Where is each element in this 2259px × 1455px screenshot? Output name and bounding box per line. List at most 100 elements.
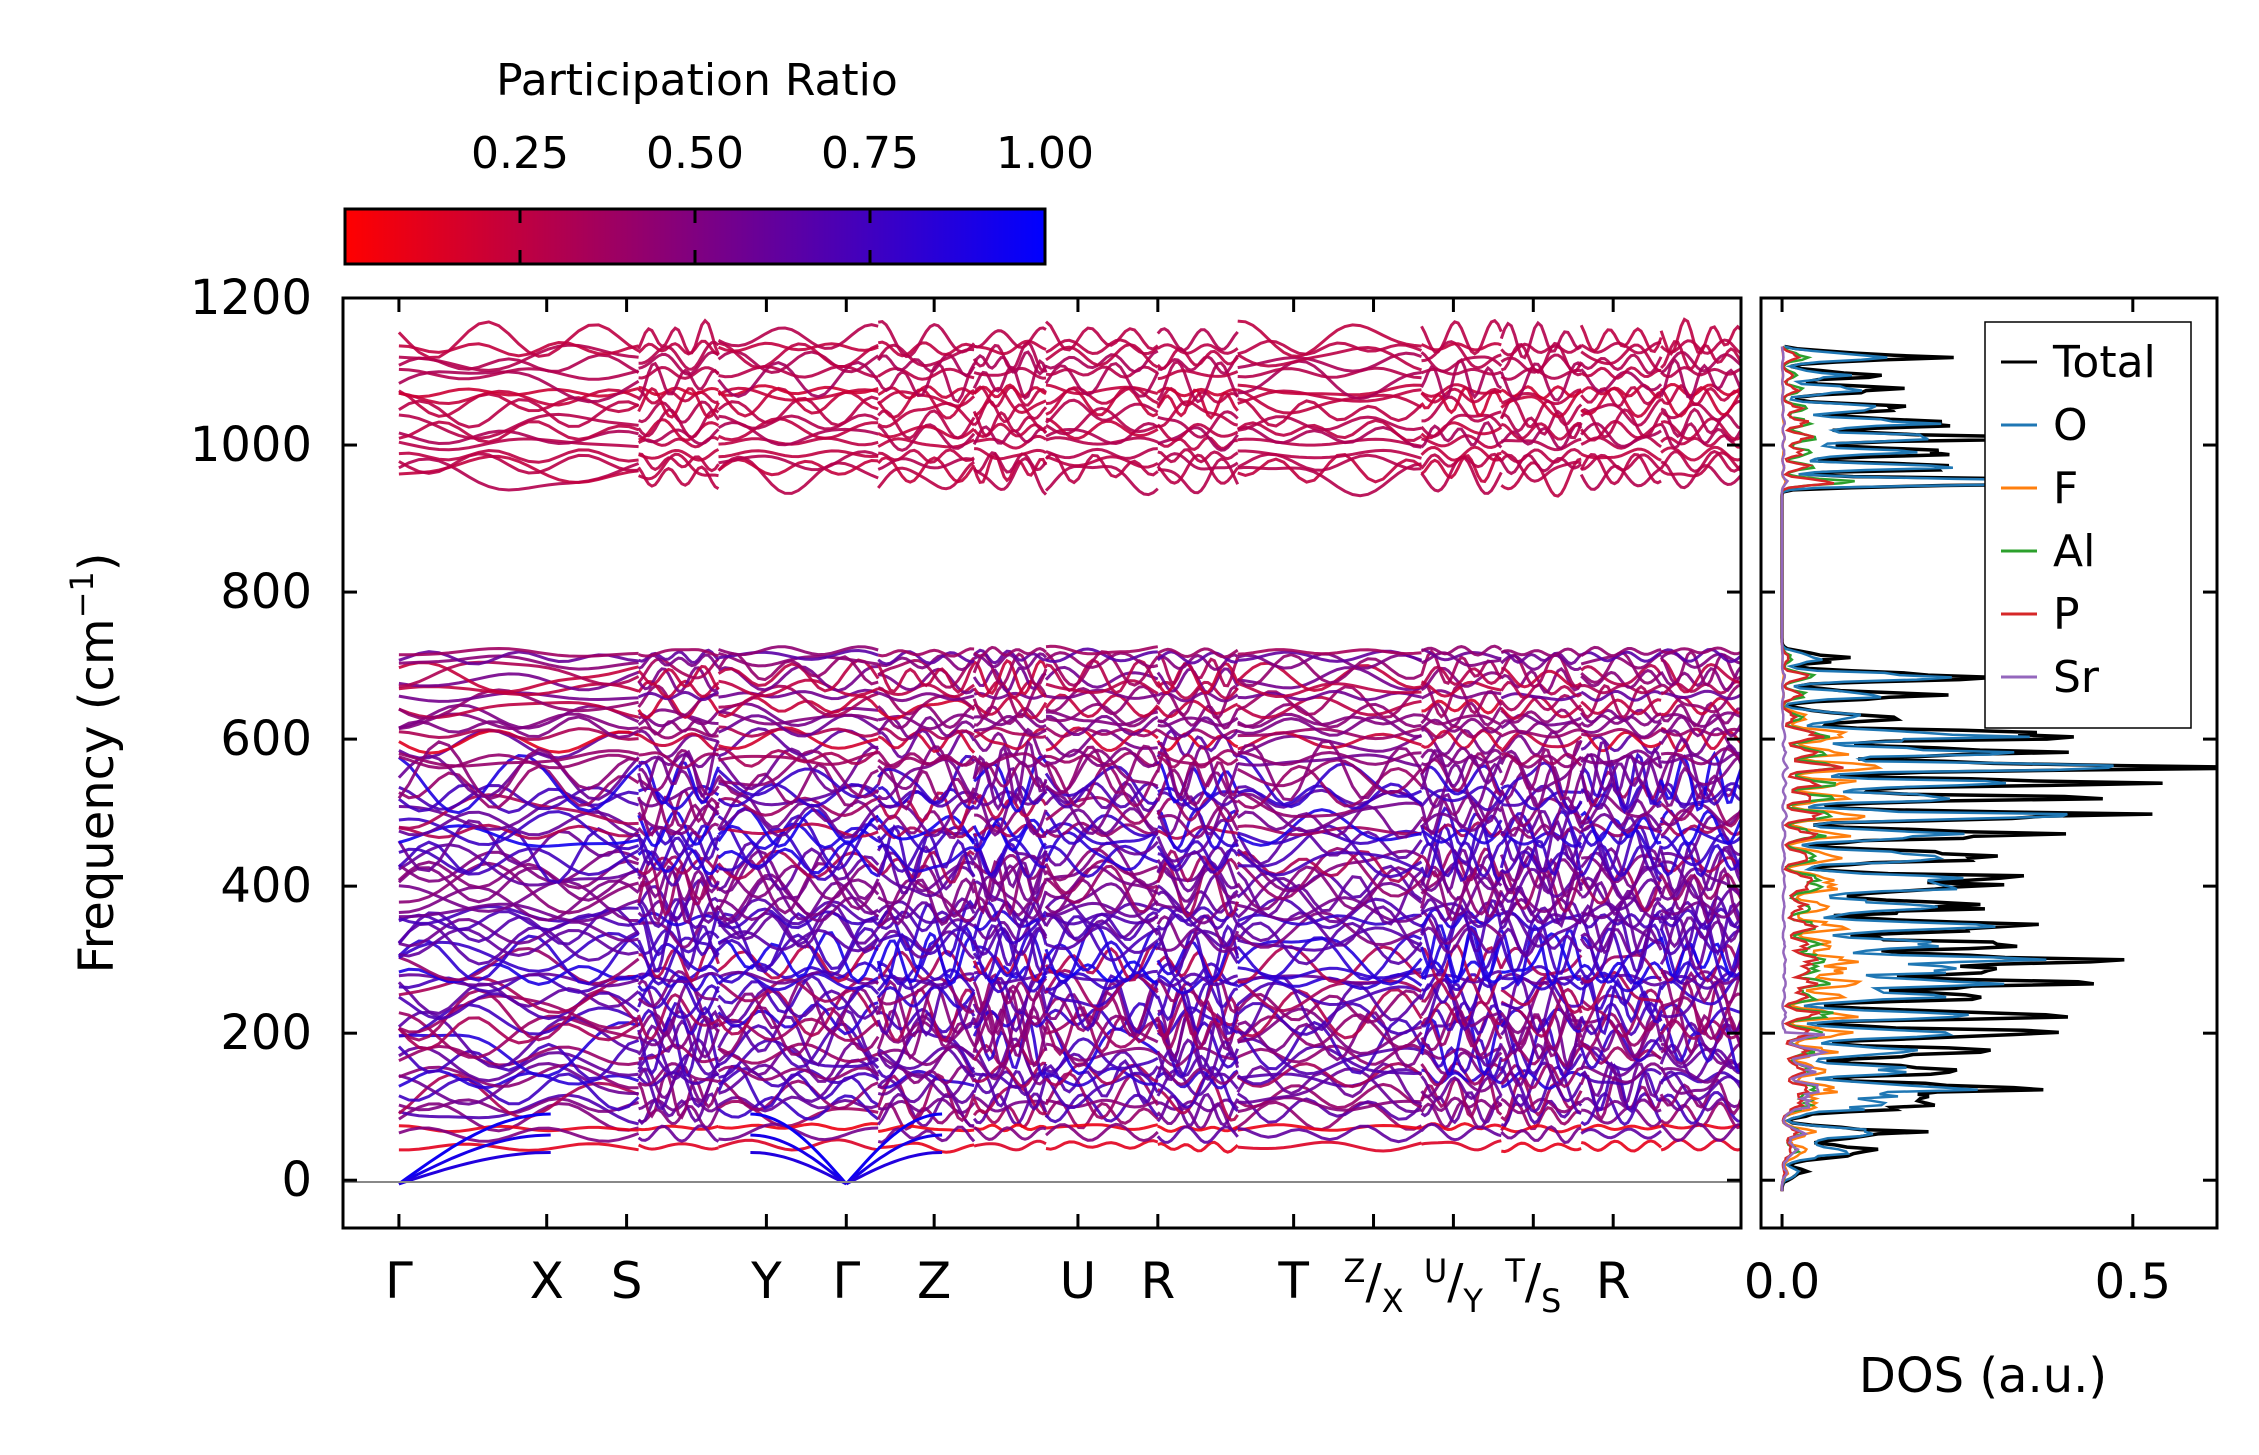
phonon-band (637, 984, 720, 1019)
k-point-label: U/Y (1424, 1252, 1484, 1320)
phonon-band (398, 661, 639, 694)
phonon-band (1500, 367, 1582, 381)
phonon-band (1045, 436, 1159, 446)
phonon-band (1044, 765, 1159, 806)
phonon-band (1045, 386, 1159, 406)
phonon-band (1237, 685, 1423, 719)
phonon-band (1237, 758, 1423, 795)
phonon-band (1580, 645, 1662, 658)
k-point-label: X (530, 1252, 564, 1310)
phonon-band (1045, 841, 1159, 887)
phonon-band (1580, 728, 1662, 753)
phonon-band (1420, 717, 1503, 734)
phonon-band (877, 320, 976, 359)
phonon-band (718, 384, 879, 397)
phonon-band (1580, 1067, 1662, 1086)
phonon-band (637, 465, 720, 490)
phonon-band (1420, 753, 1502, 767)
phonon-band (1500, 653, 1582, 672)
phonon-band (876, 979, 976, 1038)
phonon-band (1580, 1139, 1663, 1153)
phonon-band (1044, 1062, 1159, 1087)
phonon-band (717, 931, 880, 984)
phonon-band (1500, 409, 1583, 440)
phonon-band (398, 783, 640, 811)
phonon-band (1044, 1002, 1160, 1031)
phonon-band (878, 667, 975, 695)
colorbar-tick-labels: 0.25 0.50 0.75 1.00 (471, 128, 1094, 179)
phonon-band (1580, 994, 1663, 1033)
phonon-band (1421, 434, 1503, 450)
phonon-band (398, 452, 639, 475)
k-point-label: U (1060, 1252, 1097, 1310)
phonon-band (972, 739, 1048, 806)
phonon-band (1045, 960, 1158, 984)
phonon-band (398, 927, 639, 958)
phonon-band (1045, 726, 1159, 738)
phonon-band (718, 341, 879, 370)
phonon-band (1581, 1016, 1662, 1059)
phonon-band (637, 1052, 720, 1077)
phonon-band (717, 911, 880, 974)
phonon-band (717, 417, 879, 442)
phonon-band (1500, 923, 1583, 987)
phonon-band (1157, 691, 1239, 703)
phonon-band (637, 428, 720, 446)
phonon-band (638, 896, 720, 930)
phonon-band (877, 757, 976, 801)
phonon-band (1500, 728, 1582, 739)
phonon-band (398, 962, 640, 986)
phonon-band (398, 386, 639, 399)
phonon-band (1580, 749, 1662, 769)
phonon-band (717, 1094, 880, 1121)
phonon-band (398, 794, 639, 838)
phonon-band (1156, 680, 1239, 700)
phonon-band (717, 974, 880, 1014)
phonon-band (637, 865, 720, 902)
phonon-band (1045, 383, 1159, 396)
phonon-band (398, 879, 640, 922)
phonon-band (1421, 785, 1503, 805)
phonon-band (637, 740, 720, 798)
phonon-band (1237, 712, 1422, 730)
phonon-band (1157, 410, 1239, 439)
phonon-band (1580, 1061, 1663, 1108)
phonon-band (1499, 749, 1583, 793)
phonon-band (398, 343, 639, 372)
k-point-label-upper: T (1504, 1252, 1525, 1290)
y-axis-label: Frequency (cm−1) (63, 552, 125, 973)
phonon-band (1420, 806, 1503, 848)
dos-x-axis-label: DOS (a.u.) (1859, 1348, 2107, 1404)
phonon-band (1501, 1141, 1582, 1154)
phonon-band (637, 1010, 720, 1059)
phonon-band (1237, 702, 1422, 729)
phonon-band (1660, 751, 1741, 766)
phonon-band (877, 849, 975, 885)
phonon-band (972, 385, 1047, 409)
k-point-label: T (1277, 1252, 1309, 1310)
phonon-band (638, 752, 720, 769)
phonon-band (1420, 898, 1503, 953)
phonon-band (877, 1125, 976, 1145)
phonon-band (718, 1122, 879, 1132)
phonon-band (1659, 912, 1741, 949)
phonon-band (637, 664, 720, 691)
y-tick-label: 400 (220, 858, 312, 914)
phonon-band (1499, 913, 1583, 975)
phonon-band (1500, 666, 1582, 689)
band-plot-frame (341, 296, 1743, 1230)
phonon-band (1156, 972, 1239, 988)
phonon-band (1237, 648, 1422, 656)
phonon-band (638, 448, 720, 462)
phonon-band (637, 826, 720, 867)
phonon-band (1420, 821, 1503, 883)
colorbar-tick-label: 0.50 (646, 128, 744, 179)
phonon-band (1580, 366, 1662, 380)
high-symmetry-ticks: Γ X S Y Γ Z U R T Z/XU/YT/S R (385, 298, 1631, 1320)
phonon-band (1156, 327, 1239, 352)
phonon-band (398, 412, 639, 440)
phonon-band (1580, 407, 1663, 439)
phonon-band (877, 985, 976, 1009)
phonon-band (398, 753, 640, 770)
phonon-band (717, 902, 880, 954)
